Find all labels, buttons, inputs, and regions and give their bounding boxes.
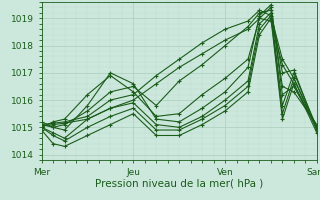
X-axis label: Pression niveau de la mer( hPa ): Pression niveau de la mer( hPa ) [95,178,263,188]
